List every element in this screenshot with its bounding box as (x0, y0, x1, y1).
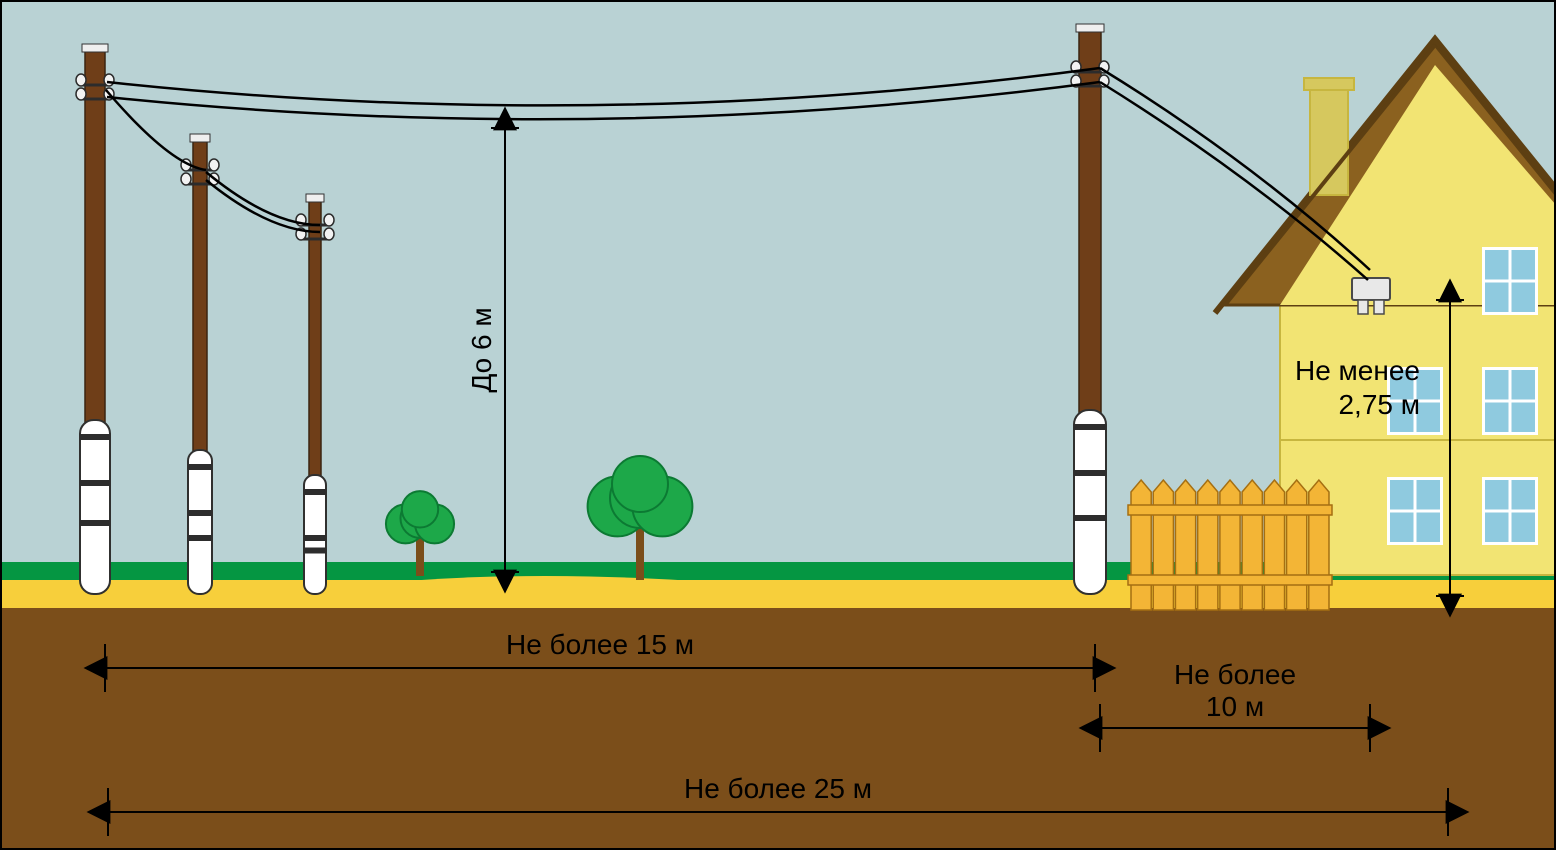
dimension-label-6m: До 6 м (466, 307, 497, 392)
fence (1128, 480, 1332, 610)
dimension-label-275-1: Не менее (1295, 355, 1420, 386)
dimension-label-10m-2: 10 м (1206, 691, 1264, 722)
tree-trunk (636, 522, 644, 580)
dimension-label: Не более 25 м (684, 773, 872, 804)
dimension-label-275-2: 2,75 м (1338, 389, 1420, 420)
dimension-label: Не более 15 м (506, 629, 694, 660)
service-entry-box (1352, 278, 1390, 300)
dimension-label-10m-1: Не более (1174, 659, 1296, 690)
